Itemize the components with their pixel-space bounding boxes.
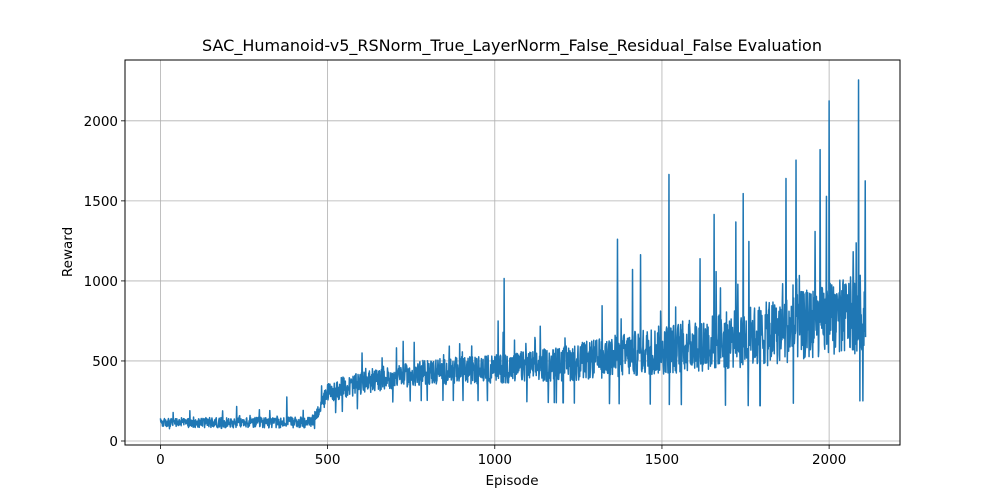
series-line xyxy=(159,79,867,430)
y-tick-label: 1500 xyxy=(84,194,118,210)
x-axis: 0 500 1000 1500 2000 xyxy=(156,445,846,468)
x-axis-label: Episode xyxy=(485,473,538,489)
x-tick-label: 2000 xyxy=(812,452,846,468)
y-tick-label: 1000 xyxy=(84,274,118,290)
x-tick-label: 0 xyxy=(156,452,165,468)
chart-title: SAC_Humanoid-v5_RSNorm_True_LayerNorm_Fa… xyxy=(202,36,822,56)
x-tick-label: 500 xyxy=(315,452,341,468)
y-tick-label: 2000 xyxy=(84,114,118,130)
series-layer xyxy=(159,79,867,430)
plot-frame xyxy=(124,59,901,446)
y-axis: 0 500 1000 1500 2000 xyxy=(84,114,125,450)
grid xyxy=(125,60,900,445)
y-tick-label: 500 xyxy=(92,354,118,370)
y-axis-label: Reward xyxy=(60,227,76,277)
y-tick-label: 0 xyxy=(109,434,118,450)
x-tick-label: 1500 xyxy=(645,452,679,468)
x-tick-label: 1000 xyxy=(478,452,512,468)
